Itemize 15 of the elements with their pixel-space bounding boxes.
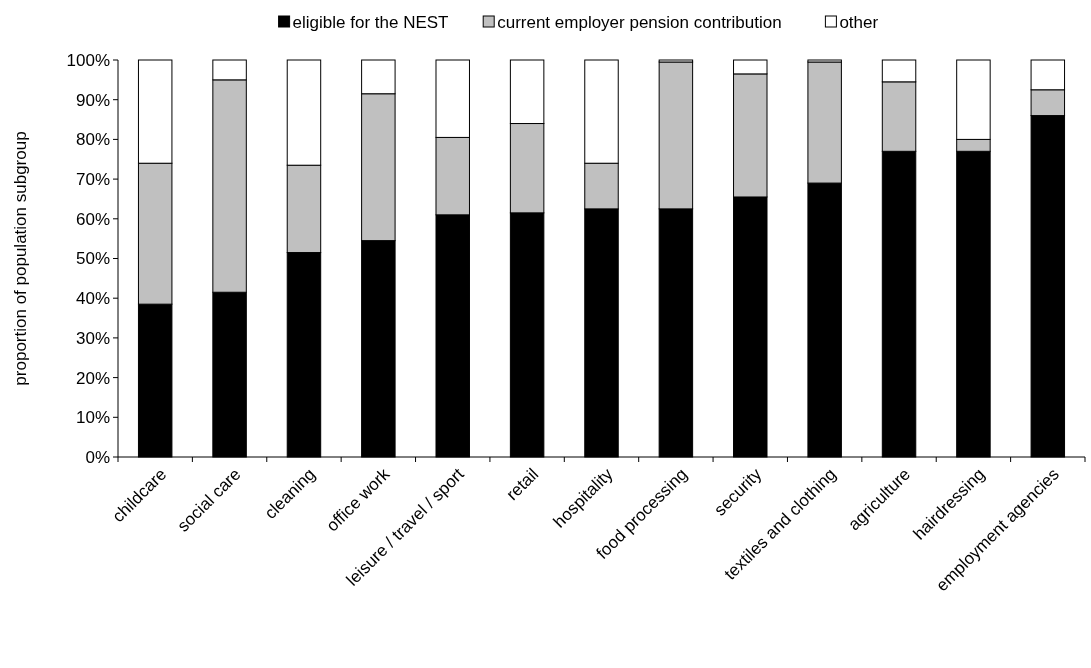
- y-tick-label: 30%: [75, 328, 110, 348]
- y-tick-label: 50%: [75, 249, 110, 269]
- y-tick-label: 90%: [75, 90, 110, 110]
- y-tick-label: 0%: [85, 447, 110, 467]
- legend-label: other: [839, 12, 879, 32]
- y-tick-label: 10%: [75, 408, 110, 428]
- y-tick-label: 40%: [75, 289, 110, 309]
- legend-label: eligible for the NEST: [292, 12, 449, 32]
- y-axis-title: proportion of population subgroup: [11, 131, 30, 386]
- y-tick-label: 100%: [66, 50, 110, 70]
- y-tick-label: 60%: [75, 209, 110, 229]
- legend-label: current employer pension contribution: [497, 12, 782, 32]
- y-tick-label: 70%: [75, 170, 110, 190]
- y-tick-label: 80%: [75, 130, 110, 150]
- y-tick-label: 20%: [75, 368, 110, 388]
